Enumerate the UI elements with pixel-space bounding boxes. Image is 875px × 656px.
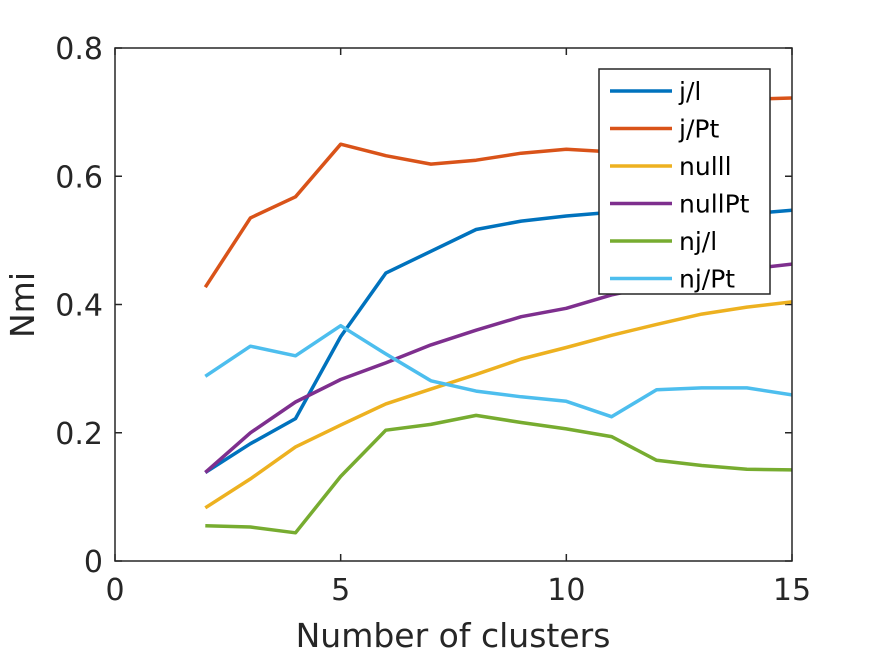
series-line-2	[204, 300, 792, 510]
y-tick-label: 0.8	[55, 32, 103, 67]
legend-label: j/l	[678, 77, 701, 106]
y-tick-label: 0.4	[55, 289, 103, 324]
legend-label: nullPt	[679, 190, 750, 219]
y-tick-label: 0.2	[55, 417, 103, 452]
legend-label: nj/Pt	[679, 265, 735, 294]
x-tick-label: 5	[331, 573, 350, 608]
x-tick-label: 15	[773, 573, 811, 608]
legend-label: nj/l	[679, 227, 717, 256]
y-axis-title: Nmi	[3, 272, 42, 338]
legend-label: nulll	[679, 152, 732, 181]
legend-label: j/Pt	[678, 115, 719, 144]
tick-labels: 0 5 10 15 0 0.2 0.4 0.6 0.8	[55, 32, 811, 608]
x-tick-label: 10	[547, 573, 585, 608]
y-tick-label: 0	[84, 545, 103, 580]
x-tick-label: 0	[105, 573, 124, 608]
series-line-4	[205, 413, 792, 535]
legend-box	[598, 68, 771, 295]
series-line-5	[204, 323, 792, 419]
x-axis-title: Number of clusters	[296, 616, 611, 655]
y-tick-label: 0.6	[55, 160, 103, 195]
legend: j/l j/Pt nulll nullPt nj/l nj/Pt	[598, 68, 771, 295]
plot-frame	[114, 47, 793, 562]
